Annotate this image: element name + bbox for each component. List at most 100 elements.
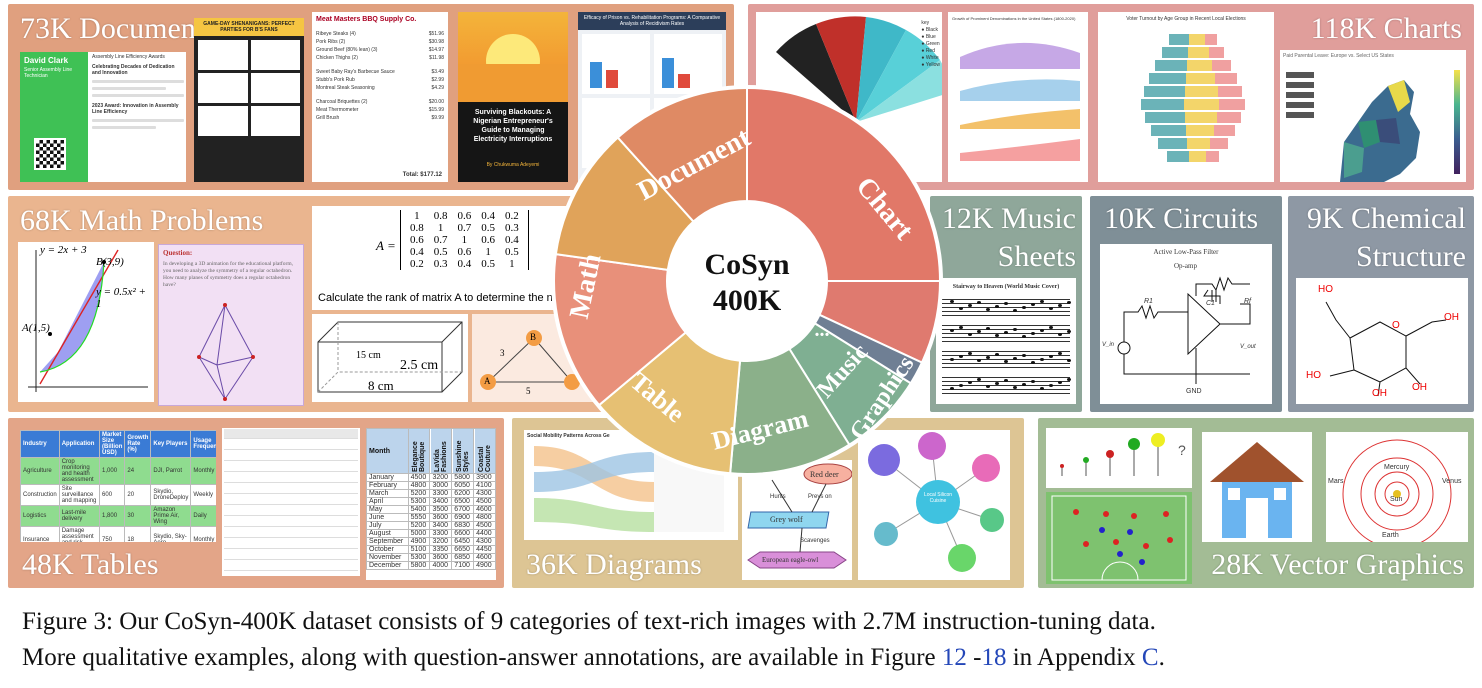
- matrix-cell: 0.6: [457, 210, 472, 222]
- pyramid-chart-thumbnail: Voter Turnout by Age Group in Recent Loc…: [1098, 12, 1274, 182]
- drone-table: Industry Application Market Size (Billion …: [20, 430, 216, 542]
- pyramid-bar: [1118, 138, 1268, 149]
- circuit-gnd: GND: [1186, 388, 1202, 395]
- pyramid-bar: [1118, 86, 1268, 97]
- math-point-a: A(1,5): [22, 322, 50, 334]
- table-row: [224, 572, 358, 576]
- circuit-c1: C1: [1206, 300, 1215, 307]
- music-panel: 12K Music Sheets Stairway to Heaven (Wor…: [930, 196, 1082, 412]
- graph-node-b: B: [530, 332, 537, 342]
- planet-mars: Mars: [1328, 478, 1344, 485]
- pyramid-bar: [1118, 112, 1268, 123]
- matrix-cell: 0.5: [433, 246, 448, 258]
- table-header: Market Size (Billion USD): [99, 430, 126, 458]
- polar-legend: key ● Black ● Blue ● Green ● Red ● White ● Yel…: [921, 20, 940, 68]
- caption-line-1: Figure 3: Our CoSyn-400K dataset consist…: [22, 608, 1156, 635]
- pyramid-chart-title: Voter Turnout by Age Group in Recent Loc…: [1126, 16, 1246, 22]
- soccer-field-graphic: [1051, 495, 1187, 581]
- area-chart-title: Growth of Prominent Denominations in the…: [952, 16, 1076, 21]
- music-panel-title-2: Sheets: [997, 240, 1076, 273]
- chem-label-6: OH: [1372, 388, 1387, 399]
- matrix-cell: 0.8: [410, 222, 424, 234]
- math-panel-title: 68K Math Problems: [20, 204, 264, 237]
- charts-panel: 118K Charts key ● Black ● Blue ● Green ● Red…: [748, 4, 1474, 190]
- soccer-field-thumbnail: [1046, 492, 1192, 584]
- question-text: In developing a 3D animation for the edu…: [163, 261, 293, 288]
- matrix-body: 1 0.8 0.6 0.4 0.2 0.8 1 0.7 0.5 0.3 0.6 0.7 1 0.6 0.4 0…: [400, 210, 529, 270]
- food-node-3: European eagle-owl: [762, 556, 819, 564]
- music-sheet-thumbnail: Stairway to Heaven (World Music Cover): [936, 278, 1076, 404]
- wheel-label: ...: [815, 319, 830, 341]
- function-graph-thumbnail: y = 2x + 3 B(3,9) y = 0.5x² + 1 A(1,5): [18, 242, 154, 402]
- graph-node-a: A: [484, 376, 491, 386]
- circuit-thumbnail: Active Low-Pass Filter Op-amp R1 C1 Rf V…: [1100, 244, 1272, 404]
- table-header-row: Month Elegance Boutique LaVida Fashions Sun…: [366, 428, 496, 474]
- area-chart-thumbnail: Growth of Prominent Denominations in the…: [948, 12, 1088, 182]
- figure-caption: Figure 3: Our CoSyn-400K dataset consist…: [22, 604, 1472, 676]
- table-row: July 5200 3400 6830 4500: [366, 521, 496, 530]
- bubble-sequence-thumbnail: ?: [1046, 428, 1192, 488]
- bbq-receipt-title: Meat Masters BBQ Supply Co.: [316, 16, 417, 23]
- matrix-cell: 0.3: [433, 258, 448, 270]
- matrix-cell: 0.4: [481, 210, 495, 222]
- sun-graphic: [458, 12, 568, 102]
- food-edge-1: Hunts: [770, 494, 786, 500]
- music-staff: [942, 296, 1071, 318]
- matrix-cell: 0.2: [505, 210, 519, 222]
- matrix-cell: 0.4: [410, 246, 424, 258]
- function-graph: [28, 249, 148, 392]
- matrix-cell: 0.5: [481, 222, 495, 234]
- figure-ref-18[interactable]: 18: [981, 644, 1007, 671]
- matrix-cell: 0.8: [433, 210, 448, 222]
- octahedron-question-thumbnail: Question: In developing a 3D animation f…: [158, 244, 304, 406]
- matrix-cell: 1: [461, 234, 468, 246]
- table-row: [224, 473, 358, 483]
- table-row: [224, 506, 358, 516]
- food-web-graphic: [747, 463, 852, 569]
- table-row: August 5000 3300 6600 4400: [366, 529, 496, 538]
- figure-ref-12[interactable]: 12: [941, 644, 967, 671]
- pyramid-bar: [1118, 34, 1268, 45]
- book-title: Surviving Blackouts: A Nigerian Entrepre…: [473, 109, 553, 143]
- food-edge-2: Preys on: [808, 494, 832, 500]
- circuit-vin: V_in: [1102, 342, 1115, 348]
- table-row: [224, 528, 358, 538]
- drone-table-thumbnail: Industry Application Market Size (Billion …: [20, 430, 216, 542]
- chemical-panel-title-1: 9K Chemical: [1306, 202, 1466, 235]
- matrix-cell: 0.6: [457, 246, 472, 258]
- appendix-ref-c[interactable]: C: [1141, 644, 1159, 671]
- music-staff: [942, 322, 1071, 344]
- house-graphic: [1210, 442, 1304, 538]
- matrix-cell: 0.5: [505, 246, 519, 258]
- circuit-graphic: [1117, 276, 1251, 384]
- polar-chart-graphic: [776, 16, 942, 122]
- table-row: Construction Site surveillance and mappin…: [20, 484, 216, 506]
- table-row: February 4800 3000 6050 4100: [366, 481, 496, 490]
- resume-thumbnail: David Clark Senior Assembly Line Technic…: [20, 52, 186, 182]
- table-row: [224, 440, 358, 450]
- chem-label-2: O: [1392, 320, 1400, 331]
- box-dim-1: 15 cm: [356, 350, 381, 361]
- solar-system-thumbnail: Mercury Mars Venus Sun Earth: [1326, 432, 1468, 542]
- table-row: May 5400 3500 6700 4600: [366, 505, 496, 514]
- bbq-item: Pork Ribs (2) $30.98: [316, 39, 444, 45]
- matrix-label: A =: [376, 238, 396, 253]
- vg-question-mark: ?: [1178, 442, 1186, 458]
- party-flyer-title: GAME-DAY SHENANIGANS: PERFECT PARTIES FO…: [194, 18, 304, 36]
- table-row: December 5800 4000 7100 4900: [366, 561, 496, 570]
- table-row: [224, 429, 358, 439]
- table-row: [224, 495, 358, 505]
- table-header: Application: [58, 430, 101, 458]
- table-row: Agriculture Crop monitoring and health as…: [20, 457, 216, 485]
- bbq-item: Stubb's Pork Rub $2.99: [316, 77, 444, 83]
- table-row: [224, 484, 358, 494]
- box-thumbnail: 15 cm 2.5 cm 8 cm: [312, 314, 468, 402]
- food-node-2: Grey wolf: [770, 515, 803, 524]
- vector-panel-title: 28K Vector Graphics: [1211, 548, 1464, 581]
- bbq-total: Total: $177.12: [402, 172, 442, 178]
- table-row: [224, 550, 358, 560]
- octahedron-graphic: [197, 303, 255, 401]
- matrix-cell: 0.6: [410, 234, 424, 246]
- resume-sidebar: David Clark Senior Assembly Line Technic…: [20, 52, 88, 182]
- map-chart-thumbnail: Paid Parental Leave: Europe vs. Select U…: [1280, 50, 1466, 182]
